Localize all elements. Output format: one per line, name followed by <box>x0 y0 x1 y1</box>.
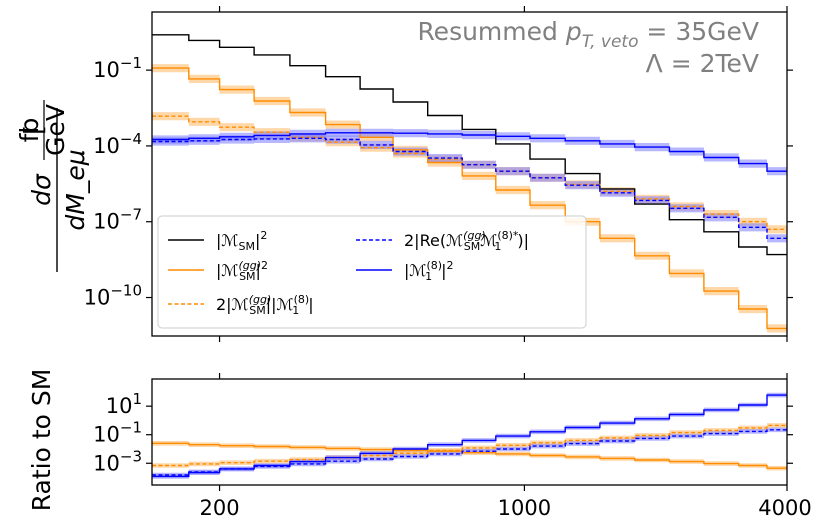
main-ytick-label-3: 10−10 <box>84 282 142 310</box>
annotation-subscript: T, veto <box>582 32 639 52</box>
ylabel-numerator: dσ <box>27 173 56 206</box>
ylabel-unit-bottom: GeV <box>41 104 70 156</box>
ylabel-bracket-open: [ <box>19 125 48 135</box>
main-ytick-label-0: 10−1 <box>93 54 142 82</box>
ratio-series-m-sm-gg-2-m-sm-2-0 <box>152 442 787 469</box>
legend: |ℳSM|2 |ℳ(gg) SM|2 2|ℳ(gg) SM||ℳ(8) 1 | 2|Re… <box>157 215 587 329</box>
main-ytick-label-2: 10−7 <box>93 206 142 234</box>
ratio-xtick-label-2: 4000 <box>758 496 811 520</box>
annotation-suffix: = 35GeV <box>638 17 759 46</box>
main-y-ticks: 10−1 10−4 10−7 10−10 <box>84 54 793 310</box>
ratio-xtick-label-0: 200 <box>200 496 240 520</box>
ratio-series-lines <box>152 394 787 478</box>
main-series-m-sm-2-0 <box>152 34 787 256</box>
legend-label-interference-mod: 2|ℳ(gg) SM||ℳ(8) 1 | <box>216 293 314 317</box>
main-series-2-re-m-sm-gg-m-1-8-3 <box>152 137 787 239</box>
ratio-ytick-label-2: 10−3 <box>93 447 142 475</box>
annotation-lambda: Λ = 2TeV <box>646 49 759 78</box>
ratio-xtick-label-1: 1000 <box>498 496 551 520</box>
main-ytick-label-1: 10−4 <box>93 130 142 158</box>
main-band-2 <box>152 112 787 234</box>
legend-box <box>157 215 587 329</box>
ratio-series-2-re-m-sm-gg-m-1-8-m-sm-2-2 <box>152 429 787 476</box>
annotation-resummed: Resummed pT, veto = 35GeV <box>417 17 759 52</box>
legend-label-octet: |ℳ(8) 1 |2 <box>404 259 453 283</box>
legend-label-sm: |ℳSM|2 <box>216 229 267 253</box>
main-uncertainty-bands <box>152 64 787 333</box>
ratio-series-m-1-8-2-m-sm-2-3 <box>152 394 787 478</box>
annotation-symbol: p <box>565 17 582 46</box>
main-plot-frame <box>151 11 788 337</box>
ratio-x-ticks: 200 1000 4000 <box>200 373 812 520</box>
main-y-axis-title: dσ dM_eμ [ fb GeV <box>15 100 90 272</box>
main-series-2-m-sm-gg-m-1-8-2 <box>152 115 787 230</box>
legend-handles <box>168 239 392 305</box>
legend-label-sm-gg: |ℳ(gg) SM|2 <box>216 259 268 283</box>
ratio-ytick-label-1: 10−1 <box>93 419 142 447</box>
main-band-4 <box>152 128 787 176</box>
annotation-prefix: Resummed <box>417 17 565 46</box>
ylabel-unit-top: fb <box>15 118 44 143</box>
ratio-plot-frame <box>151 378 788 486</box>
main-series-m-1-8-2-4 <box>152 132 787 172</box>
ylabel-denominator: dM_eμ <box>61 149 90 230</box>
main-x-ticks <box>218 6 788 342</box>
ratio-band-0 <box>152 441 787 471</box>
ratio-ytick-label-0: 101 <box>106 390 142 418</box>
legend-label-interference-re: 2|Re(ℳ(gg) SMℳ(8)* 1)| <box>404 229 529 253</box>
main-series-m-sm-gg-2-1 <box>152 67 787 330</box>
ratio-series-2-m-sm-gg-m-1-8-m-sm-2-1 <box>152 424 787 467</box>
main-panel: 10−1 10−4 10−7 10−10 Resummed pT, veto = 35… <box>15 6 793 342</box>
main-series-lines <box>152 34 787 330</box>
ratio-ylabel: Ratio to SM <box>27 369 56 512</box>
